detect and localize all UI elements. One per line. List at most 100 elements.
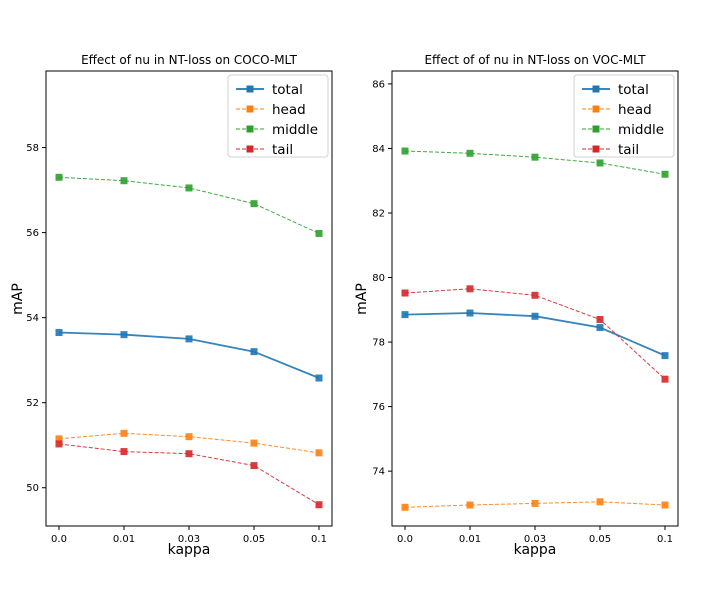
voc-point-tail bbox=[466, 285, 474, 293]
coco-legend-marker-tail bbox=[246, 145, 254, 153]
coco-legend-label-middle: middle bbox=[272, 122, 318, 138]
voc-y-tick-label: 78 bbox=[372, 338, 385, 349]
voc-point-total bbox=[661, 352, 669, 360]
coco-x-tick-label: 0.01 bbox=[113, 534, 135, 545]
voc-legend-marker-total bbox=[592, 85, 600, 93]
voc-point-total bbox=[466, 309, 474, 317]
coco-y-tick-label: 54 bbox=[26, 313, 39, 324]
coco-plot-frame bbox=[45, 70, 333, 527]
coco-y-tick-label: 56 bbox=[26, 228, 39, 239]
voc-legend-label-tail: tail bbox=[618, 142, 639, 158]
voc-legend-box bbox=[573, 74, 675, 158]
voc-point-middle bbox=[531, 153, 539, 161]
coco-legend-marker-total bbox=[246, 85, 254, 93]
voc-series-line-head bbox=[404, 501, 666, 508]
coco-ticks: 0.0 0.01 0.03 0.05 0.1 50 52 54 56 58 bbox=[26, 143, 327, 545]
voc-point-total bbox=[531, 312, 539, 320]
voc-y-tick-label: 84 bbox=[372, 144, 385, 155]
voc-point-tail bbox=[661, 375, 669, 383]
coco-series-markers bbox=[55, 173, 323, 509]
coco-point-middle bbox=[315, 229, 323, 237]
coco-series-line-head bbox=[58, 432, 320, 454]
coco-point-middle bbox=[55, 173, 63, 181]
voc-point-tail bbox=[401, 289, 409, 297]
coco-point-total bbox=[55, 329, 63, 337]
voc-point-head bbox=[596, 498, 604, 506]
voc-ticks: 0.0 0.01 0.03 0.05 0.1 74 76 78 80 82 84 86 bbox=[372, 79, 673, 545]
voc-mlt-subplot: Effect of of nu in NT-loss on VOC-MLT 0.… bbox=[354, 53, 679, 558]
coco-point-head bbox=[185, 433, 193, 441]
coco-series-line-tail bbox=[58, 443, 320, 506]
voc-x-tick-label: 0.03 bbox=[524, 534, 546, 545]
voc-y-tick-label: 82 bbox=[372, 208, 385, 219]
coco-legend: total head middle tail bbox=[227, 74, 329, 158]
voc-legend-marker-middle bbox=[592, 125, 600, 133]
voc-point-tail bbox=[596, 315, 604, 323]
coco-legend-label-total: total bbox=[272, 82, 303, 98]
voc-series-line-middle bbox=[404, 150, 666, 175]
coco-legend-marker-middle bbox=[246, 125, 254, 133]
coco-y-tick-label: 52 bbox=[26, 398, 39, 409]
voc-legend: total head middle tail bbox=[573, 74, 675, 158]
voc-point-tail bbox=[531, 291, 539, 299]
coco-y-tick-label: 58 bbox=[26, 143, 39, 154]
coco-point-tail bbox=[250, 462, 258, 470]
coco-legend-marker-head bbox=[246, 105, 254, 113]
coco-point-tail bbox=[55, 440, 63, 448]
voc-series-lines bbox=[404, 150, 666, 508]
coco-point-head bbox=[120, 429, 128, 437]
coco-point-tail bbox=[185, 450, 193, 458]
voc-point-middle bbox=[401, 147, 409, 155]
voc-y-tick-label: 86 bbox=[372, 79, 385, 90]
coco-x-tick-label: 0.05 bbox=[243, 534, 265, 545]
voc-x-tick-label: 0.1 bbox=[657, 534, 673, 545]
voc-y-tick-label: 74 bbox=[372, 467, 385, 478]
voc-point-total bbox=[596, 324, 604, 332]
coco-point-head bbox=[250, 439, 258, 447]
coco-point-tail bbox=[120, 448, 128, 456]
coco-point-middle bbox=[250, 200, 258, 208]
voc-legend-label-middle: middle bbox=[618, 122, 664, 138]
coco-y-tick-label: 50 bbox=[26, 483, 39, 494]
voc-point-head bbox=[531, 499, 539, 507]
coco-point-head bbox=[315, 449, 323, 457]
coco-point-middle bbox=[185, 184, 193, 192]
voc-series-markers bbox=[401, 147, 669, 511]
voc-point-head bbox=[401, 503, 409, 511]
voc-x-tick-label: 0.0 bbox=[397, 534, 413, 545]
coco-legend-box bbox=[227, 74, 329, 158]
coco-point-total bbox=[120, 331, 128, 339]
voc-legend-label-head: head bbox=[618, 102, 652, 118]
coco-point-head bbox=[55, 435, 63, 443]
voc-legend-label-total: total bbox=[618, 82, 649, 98]
voc-point-middle bbox=[596, 159, 604, 167]
voc-point-head bbox=[661, 501, 669, 509]
voc-point-head bbox=[466, 501, 474, 509]
coco-mlt-subplot: Effect of nu in NT-loss on COCO-MLT 0.0 0… bbox=[10, 53, 333, 558]
voc-x-axis-label: kappa bbox=[514, 542, 557, 558]
coco-x-tick-label: 0.03 bbox=[178, 534, 200, 545]
coco-series-line-middle bbox=[58, 176, 320, 234]
coco-x-tick-label: 0.1 bbox=[311, 534, 327, 545]
voc-point-middle bbox=[661, 170, 669, 178]
coco-y-axis-label: mAP bbox=[10, 283, 26, 315]
voc-x-tick-label: 0.01 bbox=[459, 534, 481, 545]
coco-point-total bbox=[250, 348, 258, 356]
voc-y-tick-label: 80 bbox=[372, 273, 385, 284]
coco-legend-label-head: head bbox=[272, 102, 306, 118]
coco-x-axis-label: kappa bbox=[168, 542, 211, 558]
coco-point-tail bbox=[315, 501, 323, 509]
coco-x-tick-label: 0.0 bbox=[51, 534, 67, 545]
coco-point-total bbox=[315, 374, 323, 382]
coco-chart-title: Effect of nu in NT-loss on COCO-MLT bbox=[81, 53, 298, 67]
coco-point-total bbox=[185, 335, 193, 343]
voc-point-total bbox=[401, 311, 409, 319]
voc-plot-frame bbox=[391, 70, 679, 527]
voc-legend-marker-head bbox=[592, 105, 600, 113]
voc-point-middle bbox=[466, 149, 474, 157]
voc-chart-title: Effect of of nu in NT-loss on VOC-MLT bbox=[424, 53, 646, 67]
voc-y-axis-label: mAP bbox=[354, 283, 370, 315]
coco-point-middle bbox=[120, 177, 128, 185]
voc-y-tick-label: 76 bbox=[372, 402, 385, 413]
